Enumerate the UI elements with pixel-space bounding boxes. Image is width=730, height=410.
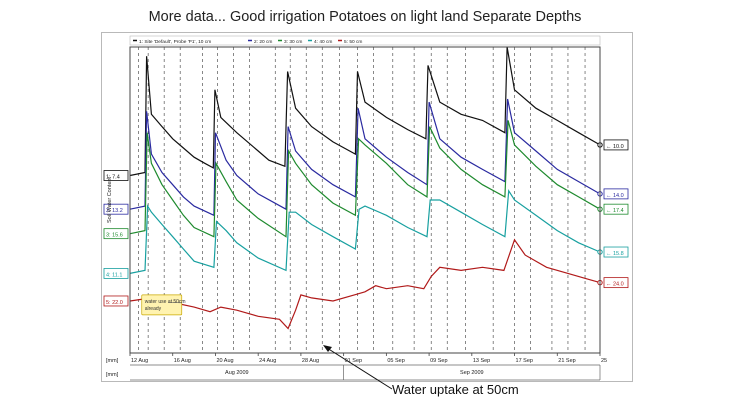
y-axis-label: Soil Water Content [107,177,113,223]
annotation-text: Water uptake at 50cm [392,382,519,397]
month-band-label-2: Sep 2009 [460,370,484,376]
x-tick-label-9: 13 Sep [473,358,490,364]
left-tag-text: 4: 11.1 [106,272,122,278]
legend-entry-3: 3: 30 cm [284,39,302,45]
right-tag-2: ← 14.0 [603,188,629,200]
slide-title: More data... Good irrigation Potatoes on… [148,9,582,25]
plot-area [129,46,601,354]
right-tag-text: 15.8 [613,251,624,257]
right-tag-text: 24.0 [613,282,624,288]
callout-line-2: already [145,306,162,312]
right-tag-3: ← 17.4 [603,203,629,215]
left-tag-1: 1: 7.4 [103,170,129,181]
series-line-5 [129,238,601,330]
left-tag-text: 2: 13.2 [106,208,123,214]
series-line-3 [129,120,601,238]
right-tag-box [603,188,629,200]
x-tick-label-7: 05 Sep [387,358,404,364]
x-tick-label-10: 17 Sep [516,358,533,364]
x-tick-label-4: 24 Aug [259,358,276,364]
left-tag-box [103,268,129,279]
chart-svg: 1: 7.42: 13.23: 15.64: 11.15: 22.0← 10.0←… [103,35,629,381]
legend-entry-1: 1: Site 'Default', Probe 'P1', 10 cm [139,39,211,45]
right-tag-box [603,203,629,215]
right-tag-text: 17.4 [613,208,624,214]
left-tag-5: 5: 22.0 [103,295,129,307]
left-tag-box [103,295,129,307]
right-tag-box [603,139,629,151]
left-tag-text: 1: 7.4 [106,175,120,181]
x-tick-label-12: 25 [601,358,607,364]
right-tag-text: 10.0 [613,144,624,150]
x-tick-label-1: 12 Aug [131,358,148,364]
left-tag-4: 4: 11.1 [103,268,129,279]
callout-text: water use at 50cm already [145,299,186,312]
left-tag-box [103,228,129,240]
callout-box: water use at 50cm already [141,294,186,316]
right-tag-arrow: ← [606,251,612,257]
callout-rect [141,294,183,316]
x-tick-label-8: 09 Sep [430,358,447,364]
x-tick-label-3: 20 Aug [216,358,233,364]
right-tag-text: 14.0 [613,193,624,199]
callout-line-1: water use at 50cm [145,299,186,305]
legend-box [129,35,601,46]
series-line-4 [129,188,601,274]
chart-frame: 1: 7.4 2: 13.2 3: 15.6 4: 11.1 5: 22.0 ← 10.0 ←… [101,32,633,382]
legend-entry-2: 2: 20 cm [254,39,272,45]
left-tag-box [103,203,129,215]
right-tag-box [603,277,629,289]
x-tick-label-11: 21 Sep [558,358,575,364]
series-line-2 [129,98,601,217]
right-tag-1: ← 10.0 [603,139,629,151]
left-tag-box [103,170,129,181]
month-band-label-1: Aug 2009 [225,370,249,376]
legend-entry-5: 5: 50 cm [344,39,362,45]
left-tag-3: 3: 15.6 [103,228,129,240]
x-tick-label-5: 28 Aug [302,358,319,364]
x-tick-label-2: 16 Aug [174,358,191,364]
left-tag-text: 5: 22.0 [106,300,123,306]
right-tag-arrow: ← [606,282,612,288]
x-tick-label-6: 01 Sep [345,358,362,364]
right-tag-box [603,246,629,258]
right-tag-arrow: ← [606,144,612,150]
right-tag-4: ← 15.8 [603,246,629,258]
right-tag-arrow: ← [606,193,612,199]
left-tag-2: 2: 13.2 [103,203,129,215]
right-tag-arrow: ← [606,208,612,214]
series-line-1 [129,46,601,177]
right-tag-5: ← 24.0 [603,277,629,289]
legend-entry-4: 4: 40 cm [314,39,332,45]
x-unit-label-bottom: [mm] [106,372,119,378]
x-unit-label-top: [mm] [106,358,119,364]
left-tag-text: 3: 15.6 [106,233,123,239]
